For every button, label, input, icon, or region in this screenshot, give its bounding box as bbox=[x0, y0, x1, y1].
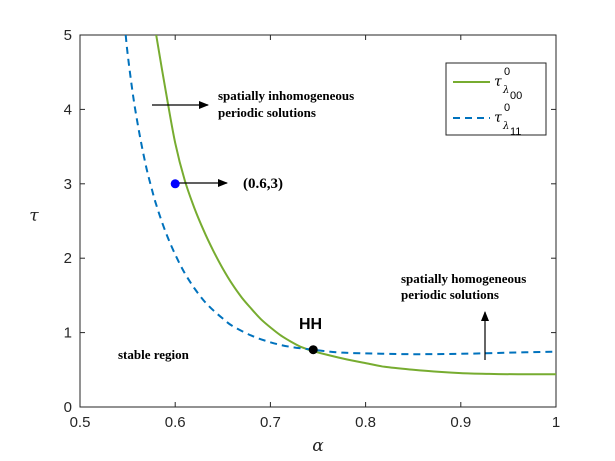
y-tick-label: 0 bbox=[64, 399, 72, 416]
legend-sub-tau-lambda00: λ bbox=[502, 85, 509, 96]
y-tick-label: 2 bbox=[64, 250, 72, 267]
legend-subsub-tau-lambda11: 11 bbox=[510, 126, 521, 138]
legend: τ 0 λ 00 τ 0 λ 11 bbox=[445, 62, 547, 138]
y-tick-label: 3 bbox=[64, 176, 72, 193]
x-tick-label: 1 bbox=[552, 414, 560, 431]
x-axis-ticks: 0.5 0.6 0.7 0.8 0.9 1 bbox=[70, 35, 560, 431]
blue-point bbox=[170, 179, 180, 189]
legend-sup-tau-lambda00: 0 bbox=[504, 66, 510, 78]
x-tick-label: 0.6 bbox=[165, 414, 186, 431]
x-tick-label: 0.5 bbox=[70, 414, 91, 431]
annotation-inhomogeneous-line1: spatially inhomogeneous bbox=[218, 88, 354, 103]
hh-point bbox=[308, 345, 318, 355]
y-tick-label: 4 bbox=[64, 101, 72, 118]
x-axis-label: α bbox=[312, 436, 324, 456]
y-tick-label: 1 bbox=[64, 325, 72, 342]
y-axis-ticks: 0 1 2 3 4 5 bbox=[64, 27, 556, 416]
legend-subsub-tau-lambda00: 00 bbox=[510, 90, 522, 102]
series-line-tau-lambda00 bbox=[155, 35, 556, 376]
legend-label-tau-lambda00: τ bbox=[494, 74, 502, 90]
annotation-point-label: (0.6,3) bbox=[243, 176, 283, 192]
x-tick-label: 0.8 bbox=[355, 414, 376, 431]
y-axis-label: τ bbox=[29, 206, 39, 226]
legend-label-tau-lambda11: τ bbox=[494, 110, 502, 126]
annotation-stable-region: stable region bbox=[118, 347, 190, 362]
annotation-homogeneous-line2: periodic solutions bbox=[401, 287, 499, 302]
annotation-hh: HH bbox=[299, 316, 322, 333]
y-tick-label: 5 bbox=[64, 27, 72, 44]
annotation-inhomogeneous-line2: periodic solutions bbox=[218, 105, 316, 120]
annotation-homogeneous-line1: spatially homogeneous bbox=[401, 271, 526, 286]
legend-sup-tau-lambda11: 0 bbox=[504, 102, 510, 114]
series-line-tau-lambda11 bbox=[124, 35, 556, 356]
legend-sub-tau-lambda11: λ bbox=[502, 121, 509, 132]
x-tick-label: 0.9 bbox=[450, 414, 471, 431]
legend-box bbox=[445, 62, 547, 136]
x-tick-label: 0.7 bbox=[260, 414, 281, 431]
